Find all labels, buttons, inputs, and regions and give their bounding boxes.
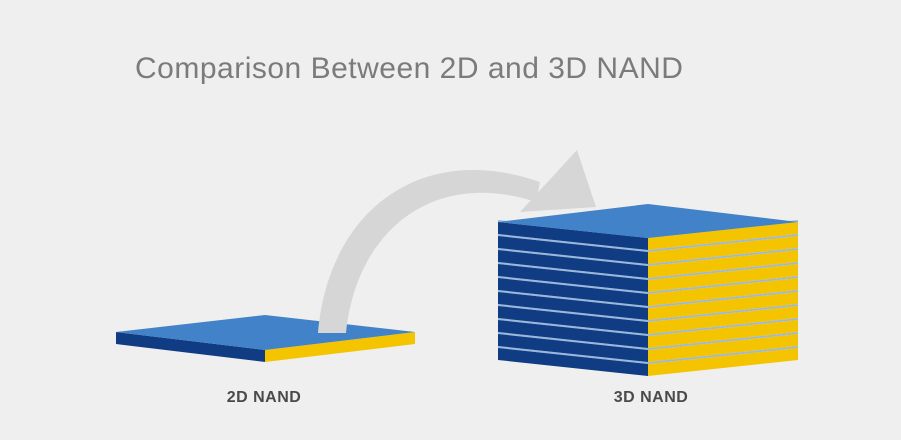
layer-1-right-face — [265, 332, 415, 362]
nand-2d-plate — [116, 315, 415, 362]
arrow-shaft — [318, 169, 540, 333]
diagram-title: Comparison Between 2D and 3D NAND — [135, 52, 684, 85]
layer-7-right-face — [648, 306, 798, 334]
layer-10-right-face — [648, 348, 798, 376]
label-3d-nand: 3D NAND — [613, 389, 689, 406]
layer-4-right-face — [648, 264, 798, 292]
layer-5-right-face — [648, 278, 798, 306]
layer-3-left-face — [498, 250, 648, 278]
nand-3d-stack — [498, 204, 798, 376]
layer-6-left-face — [498, 292, 648, 320]
layer-1-right-face — [648, 222, 798, 250]
layer-1-left-face — [116, 332, 265, 362]
layer-2-left-face — [498, 236, 648, 264]
layer-8-right-face — [648, 320, 798, 348]
layer-1-left-face — [498, 222, 648, 250]
layer-2-right-face — [648, 236, 798, 264]
layer-9-right-face — [648, 334, 798, 362]
label-2d-nand: 2D NAND — [226, 389, 302, 406]
transition-arrow — [318, 150, 596, 333]
layer-3-right-face — [648, 250, 798, 278]
layer-6-right-face — [648, 292, 798, 320]
layer-9-left-face — [498, 334, 648, 362]
arrow-head — [520, 150, 596, 212]
nand-3d-top-face — [498, 204, 798, 238]
layer-4-left-face — [498, 264, 648, 292]
layer-7-left-face — [498, 306, 648, 334]
layer-5-left-face — [498, 278, 648, 306]
layer-10-left-face — [498, 348, 648, 376]
layer-8-left-face — [498, 320, 648, 348]
